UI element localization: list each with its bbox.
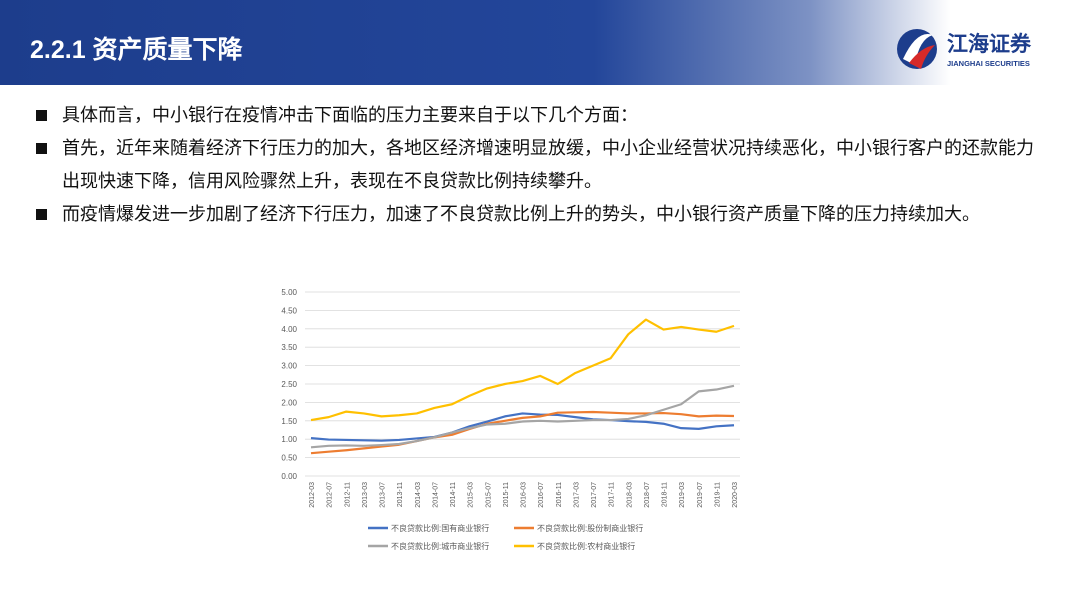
- x-tick-label: 2012-03: [309, 482, 316, 508]
- x-tick-label: 2015-03: [468, 482, 475, 508]
- y-tick-label: 0.00: [281, 472, 297, 481]
- x-tick-label: 2017-11: [609, 482, 616, 507]
- x-tick-label: 2016-03: [521, 482, 528, 508]
- bullet-marker: [36, 209, 47, 220]
- series-line: [310, 410, 735, 455]
- x-tick-label: 2020-03: [732, 482, 739, 508]
- series-line: [310, 318, 735, 422]
- x-tick-label: 2017-03: [573, 482, 580, 508]
- y-tick-label: 2.50: [281, 380, 297, 389]
- x-tick-label: 2017-07: [591, 482, 598, 508]
- x-tick-label: 2016-11: [556, 482, 563, 507]
- y-tick-label: 0.50: [281, 454, 297, 463]
- bullet-marker: [36, 143, 47, 154]
- logo-swoosh: [909, 45, 935, 69]
- y-tick-label: 1.50: [281, 417, 297, 426]
- y-tick-label: 4.00: [281, 325, 297, 334]
- x-tick-label: 2019-07: [697, 482, 704, 508]
- x-tick-label: 2012-11: [344, 482, 351, 507]
- legend-label: 不良贷款比例:城市商业银行: [391, 541, 489, 551]
- x-tick-label: 2018-11: [662, 482, 669, 507]
- y-tick-label: 5.00: [281, 288, 297, 297]
- x-tick-label: 2013-07: [380, 482, 387, 508]
- x-tick-label: 2018-07: [644, 482, 651, 508]
- x-tick-label: 2019-11: [714, 482, 721, 507]
- logo-swoosh: [903, 34, 933, 65]
- x-tick-label: 2015-07: [485, 482, 492, 508]
- logo: 江海证券 JIANGHAI SECURITIES: [897, 29, 1032, 69]
- bullet-text: 具体而言，中小银行在疫情冲击下面临的压力主要来自于以下几个方面：: [62, 105, 638, 125]
- legend-label: 不良贷款比例:股份制商业银行: [537, 523, 643, 533]
- y-tick-label: 3.00: [281, 362, 297, 371]
- bullet-text: 而疫情爆发进一步加剧了经济下行压力，加速了不良贷款比例上升的势头，中小银行资产质…: [62, 204, 980, 224]
- slide-title: 2.2.1 资产质量下降: [30, 36, 243, 64]
- x-tick-label: 2014-03: [415, 482, 422, 508]
- legend-label: 不良贷款比例:农村商业银行: [537, 541, 635, 551]
- x-tick-label: 2015-11: [503, 482, 510, 507]
- series-line: [310, 384, 735, 449]
- x-tick-label: 2019-03: [679, 482, 686, 508]
- series-line: [310, 412, 735, 442]
- x-tick-label: 2013-03: [362, 482, 369, 508]
- x-tick-label: 2018-03: [626, 482, 633, 508]
- bullet-text: 首先，近年来随着经济下行压力的加大，各地区经济增速明显放缓，中小企业经营状况持续…: [62, 138, 1034, 191]
- bullet-marker: [36, 110, 47, 121]
- y-tick-label: 1.00: [281, 435, 297, 444]
- y-tick-label: 4.50: [281, 306, 297, 315]
- x-tick-label: 2014-07: [432, 482, 439, 508]
- x-tick-label: 2013-11: [397, 482, 404, 507]
- x-tick-label: 2016-07: [538, 482, 545, 508]
- y-tick-label: 2.00: [281, 398, 297, 407]
- x-tick-label: 2012-07: [327, 482, 334, 508]
- legend-label: 不良贷款比例:国有商业银行: [391, 523, 489, 533]
- x-tick-label: 2014-11: [450, 482, 457, 507]
- logo-subtitle: JIANGHAI SECURITIES: [947, 59, 1030, 68]
- y-tick-label: 3.50: [281, 343, 297, 352]
- logo-name: 江海证券: [947, 32, 1032, 56]
